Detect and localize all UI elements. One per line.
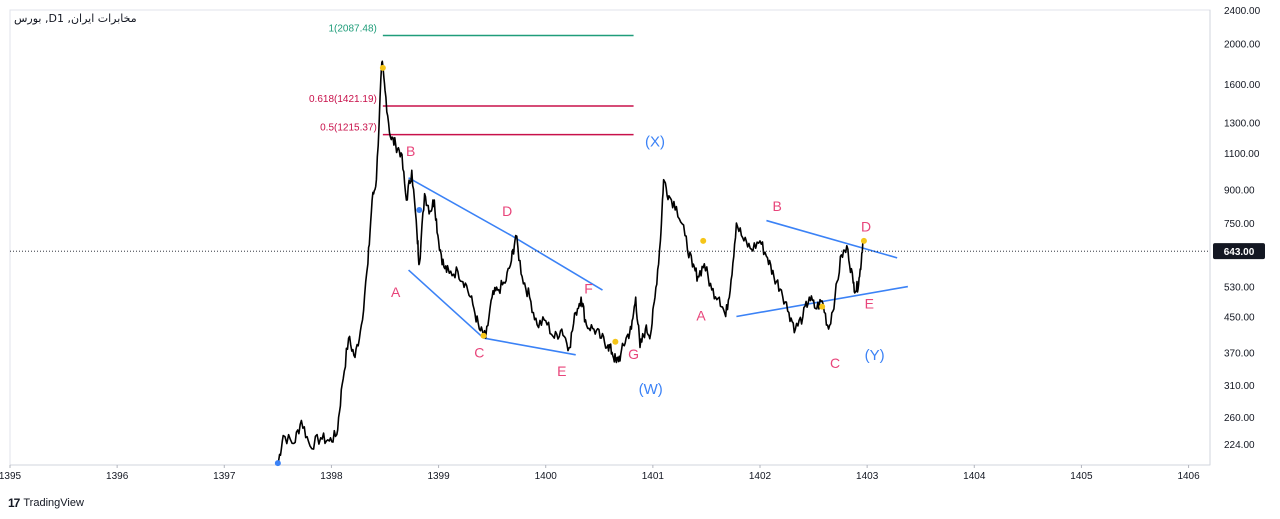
x-tick-label: 1404	[963, 471, 986, 482]
y-tick-label: 310.00	[1224, 381, 1255, 392]
y-tick-label: 450.00	[1224, 313, 1255, 324]
y-tick-label: 260.00	[1224, 413, 1255, 424]
pivot-marker	[480, 332, 487, 339]
wave-label: D	[861, 219, 871, 235]
wave-label: A	[391, 284, 401, 300]
degree-label: (W)	[639, 381, 663, 398]
y-tick-label: 2400.00	[1224, 6, 1261, 17]
wave-label: E	[865, 296, 874, 312]
trendline	[408, 177, 512, 237]
pivot-marker	[416, 207, 423, 214]
y-tick-label: 224.00	[1224, 440, 1255, 451]
y-tick-label: 1600.00	[1224, 80, 1261, 91]
x-tick-label: 1398	[320, 471, 343, 482]
trendline	[511, 234, 603, 291]
x-tick-label: 1400	[535, 471, 558, 482]
x-tick-label: 1402	[749, 471, 772, 482]
tradingview-logo-icon: 17	[8, 496, 20, 510]
x-tick-label: 1406	[1177, 471, 1200, 482]
y-tick-label: 750.00	[1224, 219, 1255, 230]
x-tick-label: 1395	[0, 471, 22, 482]
x-tick-label: 1405	[1070, 471, 1093, 482]
y-tick-label: 530.00	[1224, 283, 1255, 294]
x-tick-label: 1396	[106, 471, 129, 482]
trendline	[766, 219, 898, 259]
y-tick-label: 1300.00	[1224, 118, 1261, 129]
pivot-marker	[819, 303, 826, 310]
current-price-badge	[1213, 243, 1265, 260]
current-price-label: 643.00	[1224, 247, 1255, 258]
pivot-marker	[274, 460, 281, 467]
pivot-marker	[700, 237, 707, 244]
x-tick-label: 1401	[642, 471, 665, 482]
y-tick-label: 900.00	[1224, 186, 1255, 197]
pivot-marker	[860, 237, 867, 244]
price-series-line	[277, 60, 864, 466]
pivot-marker	[379, 64, 386, 71]
fib-level-label: 0.618(1421.19)	[309, 94, 377, 105]
wave-label: A	[696, 308, 706, 324]
wave-label: C	[474, 344, 484, 360]
wave-label: G	[628, 346, 639, 362]
tradingview-brand[interactable]: 17 TradingView	[8, 496, 84, 510]
pivot-marker	[612, 338, 619, 345]
y-tick-label: 370.00	[1224, 348, 1255, 359]
x-tick-label: 1399	[427, 471, 450, 482]
y-tick-label: 1100.00	[1224, 149, 1260, 160]
wave-label: E	[557, 363, 566, 379]
y-tick-label: 2000.00	[1224, 39, 1261, 50]
degree-label: (X)	[645, 133, 665, 150]
plot-area	[9, 9, 1211, 466]
trendline	[408, 269, 485, 339]
trendline	[483, 337, 576, 356]
tradingview-name: TradingView	[23, 497, 84, 509]
wave-label: B	[406, 143, 415, 159]
fib-level-label: 0.5(1215.37)	[320, 123, 377, 134]
degree-label: (Y)	[865, 347, 885, 364]
wave-label: F	[584, 281, 593, 297]
x-tick-label: 1403	[856, 471, 879, 482]
symbol-title: بورس ,Dمخابرات ایران, 1	[14, 12, 137, 25]
wave-label: B	[772, 198, 781, 214]
fib-level-label: 1(2087.48)	[328, 24, 376, 35]
wave-label: D	[502, 203, 512, 219]
wave-label: C	[830, 355, 840, 371]
x-tick-label: 1397	[213, 471, 236, 482]
